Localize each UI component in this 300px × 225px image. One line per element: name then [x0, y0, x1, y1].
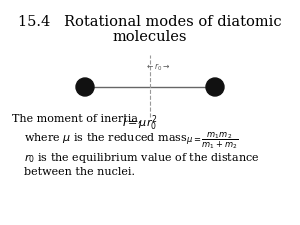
- Text: where $\mu$ is the reduced mass: where $\mu$ is the reduced mass: [24, 131, 188, 145]
- Text: between the nuclei.: between the nuclei.: [24, 167, 135, 177]
- Text: $\mu = \dfrac{m_1 m_2}{m_1 + m_2}$: $\mu = \dfrac{m_1 m_2}{m_1 + m_2}$: [186, 130, 238, 151]
- Circle shape: [206, 78, 224, 96]
- Text: 15.4   Rotational modes of diatomic: 15.4 Rotational modes of diatomic: [18, 15, 282, 29]
- Text: The moment of inertia,: The moment of inertia,: [12, 113, 145, 123]
- Text: $I = \mu r_0^2$: $I = \mu r_0^2$: [122, 113, 158, 133]
- Text: $\leftarrow r_0 \rightarrow$: $\leftarrow r_0 \rightarrow$: [145, 61, 171, 73]
- Text: molecules: molecules: [113, 30, 187, 44]
- Text: $r_0$ is the equilibrium value of the distance: $r_0$ is the equilibrium value of the di…: [24, 151, 260, 165]
- Circle shape: [76, 78, 94, 96]
